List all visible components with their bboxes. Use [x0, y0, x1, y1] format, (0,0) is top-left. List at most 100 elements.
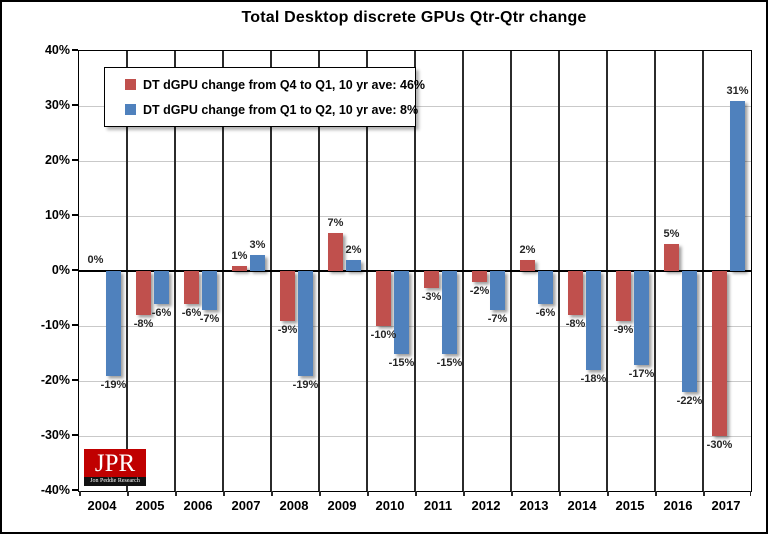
y-axis-tick-label: 10%: [44, 208, 70, 222]
y-axis-tick: [72, 104, 78, 106]
y-axis-tick-label: 40%: [44, 43, 70, 57]
bar-q4-to-q1-2010: [376, 271, 391, 326]
value-label-q4-to-q1-2016: 5%: [663, 227, 680, 240]
jpr-logo: JPR Jon Peddie Research: [84, 449, 146, 486]
bar-q4-to-q1-2017: [712, 271, 727, 436]
legend-marker-red-icon: [125, 79, 136, 90]
bar-q1-to-q2-2011: [442, 271, 457, 354]
value-label-q1-to-q2-2012: -7%: [487, 312, 508, 325]
plot-area: DT dGPU change from Q4 to Q1, 10 yr ave:…: [78, 50, 752, 496]
y-axis-tick-label: -40%: [40, 483, 70, 497]
value-label-q4-to-q1-2014: -8%: [565, 318, 586, 330]
value-label-q1-to-q2-2008: -19%: [292, 378, 319, 391]
value-label-q4-to-q1-2005: -8%: [133, 318, 154, 330]
bar-q1-to-q2-2013: [538, 271, 553, 304]
y-axis-tick-label: -30%: [40, 428, 70, 442]
value-label-q1-to-q2-2004: -19%: [100, 378, 127, 391]
bar-q4-to-q1-2012: [472, 271, 487, 282]
bar-q4-to-q1-2009: [328, 232, 343, 271]
x-axis-label-2015: 2015: [615, 498, 645, 513]
y-axis-tick: [72, 214, 78, 216]
x-axis-label-2010: 2010: [375, 498, 405, 513]
jpr-logo-abbr: JPR: [84, 449, 146, 477]
value-label-q4-to-q1-2008: -9%: [277, 323, 298, 336]
x-axis-label-2006: 2006: [183, 498, 213, 513]
x-axis-tick: [271, 491, 273, 496]
value-label-q4-to-q1-2006: -6%: [181, 307, 202, 319]
x-axis-label-2007: 2007: [231, 498, 261, 513]
value-label-q4-to-q1-2010: -10%: [370, 329, 397, 341]
y-axis-tick-label: 30%: [44, 98, 70, 112]
bar-q1-to-q2-2016: [682, 271, 697, 392]
bar-q1-to-q2-2010: [394, 271, 409, 354]
x-axis-tick: [607, 491, 609, 496]
legend-label-q4-to-q1: DT dGPU change from Q4 to Q1, 10 yr ave:…: [143, 77, 426, 92]
value-label-q4-to-q1-2015: -9%: [613, 323, 634, 336]
x-axis-tick: [511, 491, 513, 496]
x-axis-tick: [223, 491, 225, 496]
bar-q1-to-q2-2004: [106, 271, 121, 376]
x-axis-label-2012: 2012: [471, 498, 501, 513]
jpr-logo-fullname: Jon Peddie Research: [84, 477, 146, 486]
bar-q1-to-q2-2009: [346, 260, 361, 271]
bar-q1-to-q2-2006: [202, 271, 217, 310]
x-axis-label-2014: 2014: [567, 498, 597, 513]
value-label-q1-to-q2-2007: 3%: [249, 238, 266, 251]
value-label-q1-to-q2-2014: -18%: [580, 373, 607, 385]
x-axis-label-2016: 2016: [663, 498, 693, 513]
chart-title: Total Desktop discrete GPUs Qtr-Qtr chan…: [241, 9, 587, 26]
bar-q4-to-q1-2016: [664, 243, 679, 271]
value-label-q4-to-q1-2012: -2%: [469, 285, 490, 297]
bar-q1-to-q2-2015: [634, 271, 649, 365]
y-axis-tick-label: 20%: [44, 153, 70, 167]
value-label-q1-to-q2-2016: -22%: [676, 395, 703, 407]
value-label-q1-to-q2-2010: -15%: [388, 356, 415, 369]
legend-label-q1-to-q2: DT dGPU change from Q1 to Q2, 10 yr ave:…: [143, 102, 419, 117]
bar-q4-to-q1-2014: [568, 271, 583, 315]
bar-q4-to-q1-2008: [280, 271, 295, 321]
value-label-q1-to-q2-2009: 2%: [345, 244, 362, 256]
value-label-q1-to-q2-2017: 31%: [726, 84, 749, 97]
bar-q4-to-q1-2007: [232, 265, 247, 271]
x-axis-label-2017: 2017: [711, 498, 741, 513]
y-axis-tick: [72, 159, 78, 161]
x-axis-tick: [749, 491, 751, 496]
x-axis-tick: [559, 491, 561, 496]
bar-q1-to-q2-2012: [490, 271, 505, 310]
bar-q1-to-q2-2007: [250, 254, 265, 271]
legend-item-q1-to-q2: DT dGPU change from Q1 to Q2, 10 yr ave:…: [125, 102, 419, 117]
value-label-q1-to-q2-2013: -6%: [535, 307, 556, 319]
y-axis-tick: [72, 324, 78, 326]
x-axis-tick: [655, 491, 657, 496]
y-axis-tick: [72, 379, 78, 381]
x-axis-label-2004: 2004: [87, 498, 117, 513]
legend-marker-blue-icon: [125, 104, 136, 115]
x-axis-label-2013: 2013: [519, 498, 549, 513]
y-axis-tick: [72, 269, 78, 271]
x-axis-tick: [319, 491, 321, 496]
bar-q1-to-q2-2017: [730, 100, 745, 271]
value-label-q4-to-q1-2011: -3%: [421, 290, 442, 303]
x-axis-label-2009: 2009: [327, 498, 357, 513]
bar-q1-to-q2-2005: [154, 271, 169, 304]
value-label-q4-to-q1-2013: 2%: [519, 244, 536, 256]
value-label-q4-to-q1-2017: -30%: [706, 439, 733, 451]
bar-q4-to-q1-2015: [616, 271, 631, 321]
x-axis-label-2011: 2011: [423, 498, 453, 513]
bar-q1-to-q2-2008: [298, 271, 313, 376]
x-axis-tick: [367, 491, 369, 496]
value-label-q1-to-q2-2005: -6%: [151, 307, 172, 319]
y-axis-tick-label: 0%: [51, 263, 70, 277]
bar-q4-to-q1-2006: [184, 271, 199, 304]
value-label-q4-to-q1-2009: 7%: [327, 216, 344, 229]
zero-line: [79, 269, 751, 273]
x-axis-tick: [463, 491, 465, 496]
x-axis-tick: [79, 491, 81, 496]
y-axis-tick: [72, 434, 78, 436]
y-axis-tick-label: -10%: [40, 318, 70, 332]
x-axis-tick: [415, 491, 417, 496]
x-axis-tick: [175, 491, 177, 496]
x-axis-label-2005: 2005: [135, 498, 165, 513]
x-axis-tick: [703, 491, 705, 496]
